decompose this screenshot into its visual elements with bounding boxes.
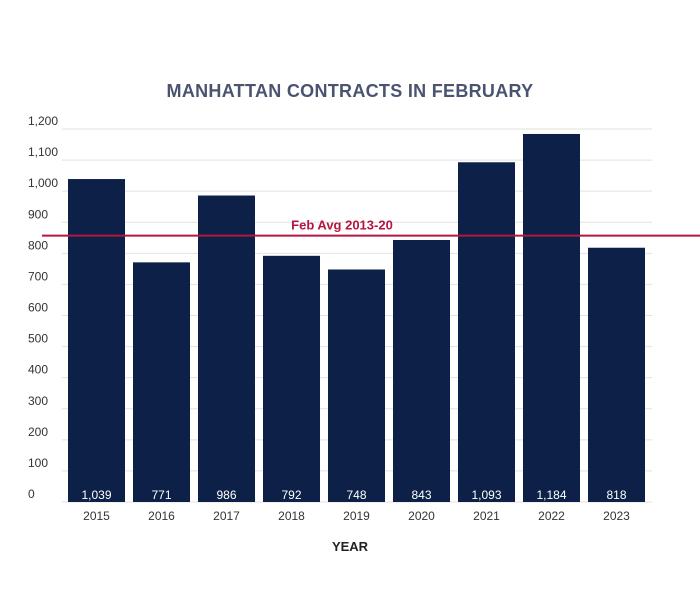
bar-data-label: 771 xyxy=(151,488,171,502)
y-tick-label: 800 xyxy=(28,238,48,252)
x-tick-label: 2015 xyxy=(83,509,110,523)
y-tick-label: 700 xyxy=(28,269,48,283)
reference-line-group: Feb Avg 2013-20 xyxy=(42,218,700,237)
x-tick-label: 2016 xyxy=(148,509,175,523)
bar xyxy=(393,239,450,502)
bar xyxy=(263,255,320,502)
bar xyxy=(133,262,190,502)
bar xyxy=(68,179,125,502)
y-tick-label: 400 xyxy=(28,363,48,377)
y-tick-label: 1,100 xyxy=(28,145,58,159)
bar xyxy=(328,269,385,502)
y-tick-label: 100 xyxy=(28,456,48,470)
y-tick-label: 300 xyxy=(28,394,48,408)
y-tick-label: 1,000 xyxy=(28,176,58,190)
x-tick-label: 2021 xyxy=(473,509,500,523)
y-tick-label: 500 xyxy=(28,332,48,346)
bar-data-label: 986 xyxy=(216,488,236,502)
y-axis-ticks: 0 100 200 300 400 500 600 700 800 900 1,000 1,100 1,… xyxy=(28,114,58,501)
bar xyxy=(588,247,645,502)
x-tick-label: 2018 xyxy=(278,509,305,523)
bar xyxy=(458,162,515,503)
bar-data-label: 843 xyxy=(411,488,431,502)
x-axis-label: YEAR xyxy=(332,539,369,554)
y-tick-label: 900 xyxy=(28,207,48,221)
bar-data-label: 818 xyxy=(606,488,626,502)
x-tick-label: 2022 xyxy=(538,509,565,523)
y-tick-label: 1,200 xyxy=(28,114,58,128)
y-tick-label: 0 xyxy=(28,487,35,501)
x-tick-label: 2020 xyxy=(408,509,435,523)
bar-data-label: 1,039 xyxy=(81,488,111,502)
y-tick-label: 200 xyxy=(28,425,48,439)
y-tick-label: 600 xyxy=(28,301,48,315)
chart-title: MANHATTAN CONTRACTS IN FEBRUARY xyxy=(167,81,534,101)
x-tick-label: 2019 xyxy=(343,509,370,523)
x-tick-label: 2023 xyxy=(603,509,630,523)
x-axis-ticks: 2015 2016 2017 2018 2019 2020 2021 2022 2023 xyxy=(83,509,630,523)
bar-data-label: 792 xyxy=(281,488,301,502)
bar-data-label: 748 xyxy=(346,488,366,502)
bar-data-label: 1,184 xyxy=(536,488,566,502)
x-tick-label: 2017 xyxy=(213,509,240,523)
bars: 1,039 771 986 792 748 843 1,093 1,184 818 xyxy=(68,133,645,503)
bar xyxy=(198,195,255,503)
bar xyxy=(523,133,580,502)
reference-line-label: Feb Avg 2013-20 xyxy=(291,218,393,233)
bar-data-label: 1,093 xyxy=(471,488,501,502)
